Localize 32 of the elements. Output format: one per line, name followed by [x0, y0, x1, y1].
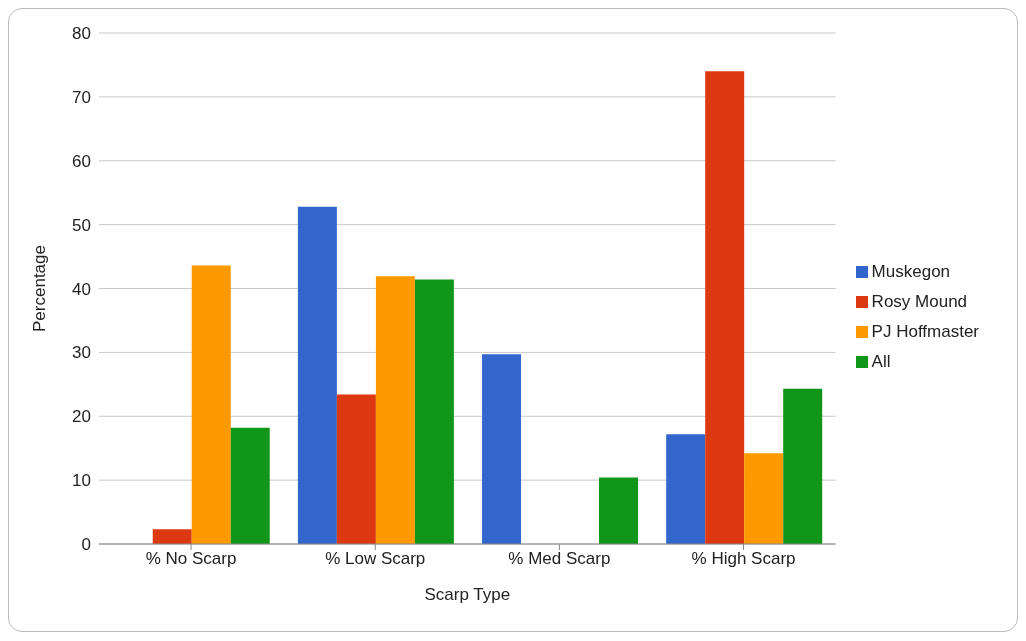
y-tick-label: 30 [72, 343, 91, 363]
y-tick-label: 80 [72, 24, 91, 44]
legend-label: All [871, 351, 891, 371]
y-tick-label: 0 [81, 535, 91, 555]
x-tick-label: % High Scarp [691, 549, 796, 569]
legend-label: PJ Hoffmaster [871, 321, 979, 341]
y-tick-label: 40 [72, 279, 91, 299]
y-tick-label: 50 [72, 215, 91, 235]
x-tick-label: % No Scarp [145, 549, 237, 569]
bar [191, 265, 231, 544]
y-axis-title: Percentage [30, 245, 50, 332]
y-tick-label: 60 [72, 151, 91, 171]
bar [705, 71, 745, 544]
legend-label: Muskegon [871, 261, 951, 281]
bar [375, 276, 415, 544]
bar [297, 206, 337, 544]
legend-label: Rosy Mound [871, 291, 968, 311]
bar [744, 453, 784, 544]
bar [152, 529, 192, 544]
bar [482, 354, 522, 544]
y-tick-label: 70 [72, 87, 91, 107]
x-tick-label: % Low Scarp [325, 549, 426, 569]
bar [599, 477, 639, 544]
bar [783, 388, 823, 544]
bar [230, 427, 270, 544]
bar [336, 394, 376, 544]
bar [666, 434, 706, 544]
y-tick-label: 10 [72, 471, 91, 491]
x-tick-label: % Med Scarp [508, 549, 611, 569]
x-axis-title: Scarp Type [424, 585, 511, 604]
bar [414, 279, 454, 544]
y-tick-label: 20 [72, 407, 91, 427]
